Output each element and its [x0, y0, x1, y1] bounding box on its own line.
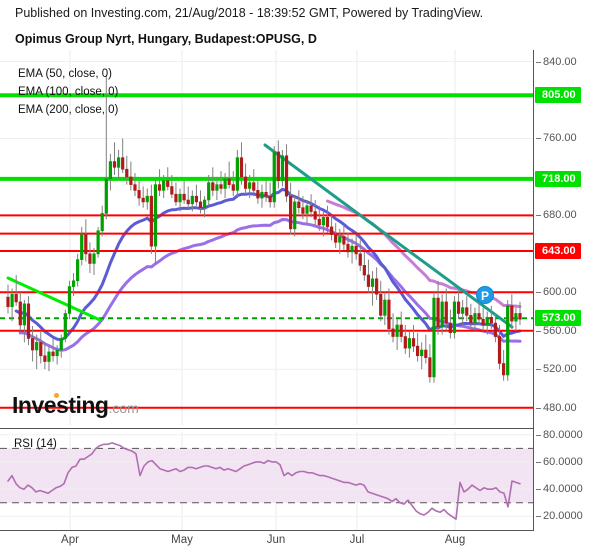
price-tick-label: 560.00	[536, 324, 577, 337]
price-axis[interactable]: 840.00 805.00 760.00 718.00 680.00 643.00 600.…	[533, 50, 600, 530]
legend-ema-50: EMA (50, close, 0)	[18, 68, 112, 80]
legend-ema-200: EMA (200, close, 0)	[18, 104, 119, 116]
price-tick-label: 520.00	[536, 363, 577, 376]
price-tick-label: 840.00	[536, 55, 577, 68]
watermark-brand: Investing	[12, 392, 109, 418]
price-tick-label: 600.00	[536, 286, 577, 299]
legend-rsi: RSI (14)	[14, 438, 57, 450]
price-tick-label: 760.00	[536, 132, 577, 145]
panel-separator	[0, 428, 534, 429]
watermark-suffix: .com	[108, 400, 139, 416]
watermark-dot-icon	[54, 393, 59, 398]
price-level-badge[interactable]: 643.00	[535, 242, 581, 259]
y-axis-spine	[533, 50, 534, 530]
price-level-badge[interactable]: 573.00	[535, 310, 581, 327]
symbol-title: Opimus Group Nyrt, Hungary, Budapest:OPU…	[15, 32, 317, 46]
price-tick-label: 480.00	[536, 401, 577, 414]
time-tick-label: Jun	[266, 534, 286, 546]
price-level-badge[interactable]: 718.00	[535, 170, 581, 187]
rsi-tick-label: 20.0000	[536, 510, 583, 523]
investing-watermark: Investing.com	[12, 392, 139, 419]
rsi-tick-label: 80.0000	[536, 428, 583, 441]
published-line: Published on Investing.com, 21/Aug/2018 …	[15, 6, 484, 20]
price-canvas	[0, 50, 533, 425]
time-tick-label: Aug	[444, 534, 466, 546]
price-chart-panel[interactable]	[0, 50, 533, 425]
rsi-canvas	[0, 432, 533, 530]
price-level-badge[interactable]: 805.00	[535, 87, 581, 104]
rsi-tick-label: 40.0000	[536, 483, 583, 496]
price-tick-label: 680.00	[536, 209, 577, 222]
rsi-tick-label: 60.0000	[536, 455, 583, 468]
time-tick-label: May	[171, 534, 193, 546]
p-marker-icon[interactable]: P	[476, 286, 494, 304]
x-axis-line	[0, 530, 534, 531]
time-tick-label: Jul	[349, 534, 365, 546]
legend-ema-100: EMA (100, close, 0)	[18, 86, 119, 98]
rsi-panel[interactable]	[0, 432, 533, 530]
time-tick-label: Apr	[61, 534, 79, 546]
